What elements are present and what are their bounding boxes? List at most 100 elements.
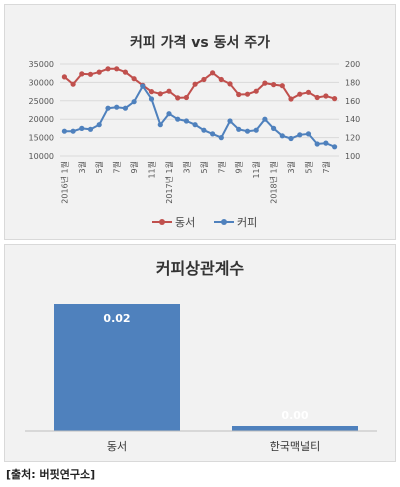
series-2-point — [61, 128, 67, 134]
bar-chart-panel: 커피상관계수 0.02 0.00 동서 한국맥널티 — [4, 244, 396, 462]
legend-label-series-2: 커피 — [237, 216, 257, 229]
series-1-point — [253, 88, 259, 94]
series-1-point — [218, 76, 224, 83]
series-2-point — [236, 126, 242, 132]
series-2-point — [192, 122, 198, 128]
bar-chart-categories: 동서 한국맥널티 — [107, 440, 320, 453]
bar-category-label: 한국맥널티 — [270, 440, 321, 453]
series-1-point — [271, 82, 277, 88]
series-1-point — [288, 96, 294, 102]
series-2-point — [244, 128, 251, 134]
series-2-point — [262, 116, 268, 122]
bar — [54, 304, 180, 431]
series-2-point — [114, 104, 120, 110]
series-1-point — [87, 71, 94, 77]
y-left-tick-label: 15000 — [29, 134, 54, 143]
series-2-point — [332, 144, 338, 150]
line-chart-series — [61, 66, 338, 150]
series-1-point — [122, 69, 128, 75]
x-tick-label: 7월 — [321, 161, 331, 173]
x-tick-label: 3월 — [77, 161, 87, 173]
series-1-point — [114, 66, 120, 72]
line-chart-panel: 커피 가격 vs 동서 주가 10000 15000 20000 25000 30000… — [4, 4, 396, 240]
series-1-point — [305, 89, 312, 95]
x-tick-label: 9월 — [234, 161, 244, 173]
series-1-point — [210, 70, 216, 76]
series-1-point — [175, 95, 181, 101]
series-2-point — [288, 135, 294, 142]
series-1-point — [314, 94, 320, 101]
series-2-point — [323, 140, 329, 146]
series-1-point — [244, 91, 251, 97]
x-tick-label: 9월 — [129, 161, 139, 173]
series-2-point — [183, 118, 189, 124]
series-1-point — [201, 76, 207, 83]
x-tick-label: 7월 — [112, 161, 122, 173]
series-1-point — [183, 94, 189, 101]
series-2-point — [131, 99, 137, 105]
y-right-tick-label: 180 — [345, 78, 360, 87]
y-right-tick-label: 160 — [345, 97, 360, 106]
series-2-point — [305, 131, 312, 137]
y-right-tick-label: 200 — [345, 60, 360, 69]
series-2-point — [227, 118, 233, 124]
series-1-point — [192, 81, 198, 87]
bar-chart-bars: 0.02 0.00 — [54, 304, 358, 431]
y-left-tick-label: 25000 — [29, 97, 54, 106]
series-1-point — [227, 81, 233, 87]
x-tick-label: 5월 — [199, 161, 209, 173]
series-2-point — [140, 83, 146, 89]
y-right-tick-label: 140 — [345, 115, 360, 124]
y-left-tick-label: 20000 — [29, 115, 54, 124]
series-2-point — [70, 128, 76, 134]
line-chart-legend: 동서 커피 — [152, 216, 257, 229]
series-2-point — [157, 122, 163, 128]
series-2-point — [175, 116, 181, 122]
series-1-point — [70, 81, 76, 87]
series-2-point — [79, 125, 85, 131]
line-chart-title: 커피 가격 vs 동서 주가 — [130, 34, 270, 51]
legend-label-series-1: 동서 — [175, 216, 195, 229]
x-tick-label: 5월 — [94, 161, 104, 173]
y-right-tick-label: 100 — [345, 152, 360, 161]
series-2-point — [253, 127, 259, 133]
x-tick-label: 11월 — [251, 161, 261, 179]
series-1-line — [63, 67, 335, 101]
series-1-point — [279, 83, 285, 89]
series-1-point — [236, 91, 242, 98]
series-1-point — [297, 91, 303, 97]
y-left-tick-label: 35000 — [29, 60, 54, 69]
series-2-point — [314, 141, 320, 147]
legend-marker-series-1 — [159, 219, 165, 225]
line-chart-left-axis: 10000 15000 20000 25000 30000 35000 — [29, 60, 54, 161]
series-2-point — [210, 131, 216, 137]
x-tick-label: 5월 — [303, 161, 313, 173]
series-2-point — [271, 125, 277, 131]
series-2-point — [297, 132, 303, 138]
legend-marker-series-2 — [221, 219, 227, 225]
series-2-point — [105, 105, 111, 111]
series-1-point — [61, 74, 67, 80]
series-1-point — [131, 76, 137, 82]
series-2-point — [218, 135, 224, 141]
y-left-tick-label: 30000 — [29, 78, 54, 87]
bar-chart: 커피상관계수 0.02 0.00 동서 한국맥널티 — [25, 259, 377, 453]
line-chart: 커피 가격 vs 동서 주가 10000 15000 20000 25000 30000… — [29, 34, 361, 229]
x-tick-label: 2018년 1월 — [269, 161, 279, 204]
line-chart-x-axis: 2016년 1월 3월 5월 7월 9월 11월 2017년 1월 3월 5월 7월 9월 11월 20… — [59, 161, 331, 204]
x-tick-label: 7월 — [216, 161, 226, 173]
source-caption: [출처: 버핏연구소] — [6, 468, 96, 481]
line-chart-right-axis: 100 120 140 160 180 200 — [345, 60, 360, 161]
series-1-point — [332, 96, 338, 102]
series-1-point — [262, 80, 268, 86]
series-2-point — [122, 105, 128, 111]
series-1-point — [79, 71, 85, 77]
y-left-tick-label: 10000 — [29, 152, 54, 161]
series-2-point — [148, 96, 155, 102]
bar-data-label: 0.02 — [103, 312, 130, 325]
y-right-tick-label: 120 — [345, 134, 360, 143]
series-1-point — [96, 69, 102, 75]
x-tick-label: 11월 — [147, 161, 157, 179]
x-tick-label: 3월 — [286, 161, 296, 173]
bar-category-label: 동서 — [107, 440, 127, 453]
